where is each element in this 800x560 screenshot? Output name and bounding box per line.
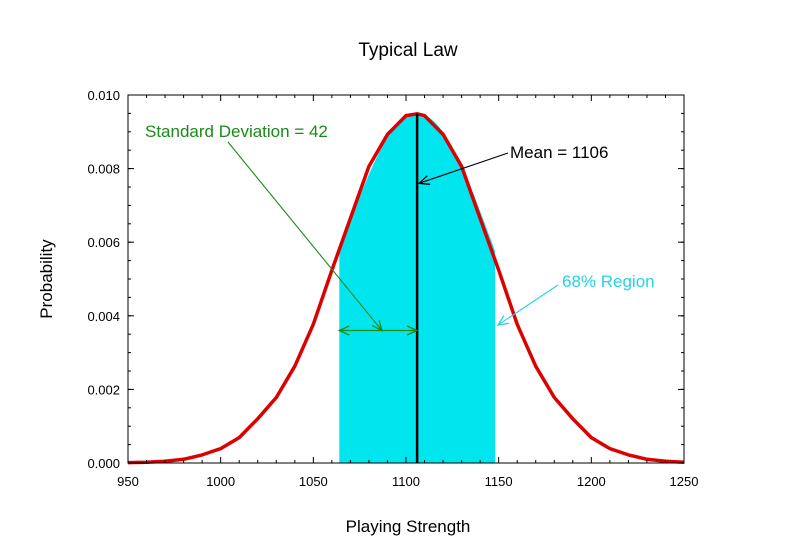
std-dev-leader-arrowhead [371,319,383,332]
x-tick-label: 950 [117,474,139,489]
x-axis-title: Playing Strength [346,517,471,536]
mean-leader-line [418,152,509,184]
y-tick-label: 0.004 [87,309,120,324]
probability-curve [127,112,685,465]
distribution-curve-layer [127,112,685,465]
std-dev-leader-line [227,141,383,331]
chart-title: Typical Law [358,40,458,61]
mean-label: Mean = 1106 [510,143,608,162]
y-tick-label: 0.000 [87,456,120,471]
x-tick-label: 1000 [206,474,235,489]
x-tick-label: 1050 [299,474,328,489]
y-tick-label: 0.002 [87,382,120,397]
y-tick-label: 0.008 [87,162,120,177]
std-dev-label: Standard Deviation = 42 [145,122,328,141]
x-tick-label: 1200 [577,474,606,489]
region-leader-line [497,284,559,326]
y-axis-title: Probability [37,239,56,319]
std-dev-arrowhead-left [337,325,350,336]
annotations [227,113,559,463]
axis-ticks: 950 1000 1050 1100 1150 1200 1250 0.000 0.002 0.0… [87,88,698,489]
region-label: 68% Region [562,272,655,291]
x-tick-label: 1150 [485,474,513,489]
region-leader-arrowhead [496,315,509,326]
y-tick-label: 0.010 [87,88,120,103]
x-tick-label: 1100 [392,474,420,489]
x-tick-label: 1250 [670,474,699,489]
mean-leader-arrowhead [417,175,431,185]
std-dev-arrowhead-right [406,325,419,336]
y-tick-label: 0.006 [87,235,120,250]
